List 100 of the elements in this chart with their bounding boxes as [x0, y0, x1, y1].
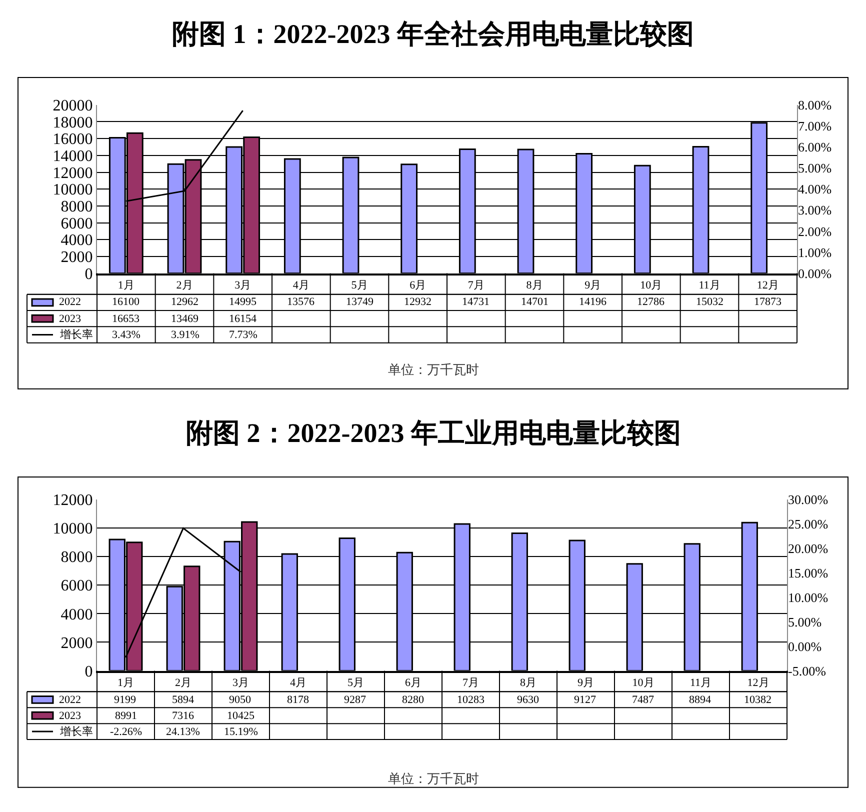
y2-tick-label: 0.00% [788, 638, 822, 654]
data-label: 15.19% [224, 726, 258, 738]
data-label: 12932 [404, 296, 432, 308]
y-tick-label: 0 [84, 663, 93, 680]
y-tick-label: 12000 [52, 492, 93, 510]
data-label: 10283 [457, 694, 485, 706]
legend-label: 增长率 [59, 725, 93, 738]
x-tick-label: 5月 [348, 676, 364, 689]
y2-tick-label: -5.00% [788, 663, 826, 678]
x-tick-label: 1月 [118, 279, 134, 292]
data-label: 17873 [754, 296, 782, 308]
y2-tick-label: 25.00% [788, 516, 828, 532]
data-label: 9127 [574, 694, 596, 706]
x-tick-label: 11月 [690, 676, 712, 689]
data-label: 16100 [112, 296, 140, 308]
data-label: 3.43% [112, 329, 140, 341]
data-label: 9050 [229, 694, 252, 706]
y2-tick-label: 10.00% [788, 590, 828, 605]
data-label: 12786 [637, 296, 665, 308]
x-tick-label: 4月 [290, 676, 306, 689]
y-tick-label: 12000 [52, 164, 93, 182]
data-label: 24.13% [166, 726, 200, 738]
x-tick-label: 10月 [640, 279, 662, 292]
x-tick-label: 8月 [526, 279, 543, 292]
legend-label: 2023 [59, 710, 82, 722]
legend-label: 2022 [59, 694, 81, 706]
data-label: 8894 [689, 694, 712, 706]
data-label: 3.91% [171, 329, 200, 341]
y-tick-label: 0 [84, 266, 93, 283]
x-tick-label: 2月 [175, 676, 192, 689]
data-label: 16154 [229, 313, 257, 325]
data-label: 8991 [115, 710, 137, 722]
x-tick-label: 4月 [292, 279, 310, 292]
y2-tick-label: 6.00% [798, 140, 832, 155]
x-tick-label: 3月 [232, 676, 249, 689]
y2-tick-label: 15.00% [788, 565, 828, 580]
x-tick-label: 7月 [462, 676, 479, 689]
y-tick-label: 2000 [60, 249, 93, 266]
y-tick-label: 20000 [52, 98, 93, 115]
y-tick-label: 10000 [52, 520, 93, 538]
x-tick-label: 12月 [747, 676, 770, 689]
y-tick-label: 6000 [60, 215, 93, 232]
data-label: 9287 [344, 694, 366, 706]
y2-tick-label: 4.00% [798, 182, 832, 197]
y-tick-label: 6000 [60, 578, 93, 595]
data-label: 15032 [696, 296, 724, 308]
x-tick-label: 12月 [756, 279, 779, 292]
y-tick-label: 18000 [52, 114, 93, 132]
x-tick-label: 3月 [234, 279, 252, 292]
data-label: 13469 [171, 313, 199, 325]
y2-tick-label: 3.00% [798, 202, 832, 218]
x-tick-label: 10月 [632, 676, 654, 689]
x-tick-label: 8月 [520, 676, 536, 689]
x-tick-label: 6月 [410, 279, 426, 292]
x-tick-label: 2月 [176, 279, 193, 292]
y-tick-label: 4000 [60, 232, 93, 250]
legend-label: 2022 [59, 296, 81, 308]
x-tick-label: 7月 [468, 279, 484, 292]
data-label: 7487 [632, 694, 654, 706]
y-tick-label: 8000 [60, 549, 93, 566]
y-tick-label: 16000 [52, 131, 93, 148]
legend-label: 2023 [59, 313, 82, 325]
y2-tick-label: 20.00% [788, 540, 828, 556]
x-tick-label: 5月 [351, 279, 368, 292]
data-label: 13749 [346, 296, 374, 308]
x-tick-label: 9月 [578, 676, 594, 689]
chart-title: 附图 1：2022-2023 年全社会用电电量比较图 [172, 19, 694, 49]
data-label: 8280 [402, 694, 424, 706]
text: 单位：万千瓦时 [388, 362, 479, 377]
chart-title: 附图 2：2022-2023 年工业用电电量比较图 [186, 418, 681, 448]
data-label: 9630 [517, 694, 540, 706]
text: 单位：万千瓦时 [388, 771, 479, 786]
data-label: 9199 [114, 694, 136, 706]
y-tick-label: 4000 [60, 606, 93, 624]
y2-tick-label: 0.00% [798, 266, 832, 281]
x-tick-label: 9月 [584, 279, 602, 292]
data-label: 14995 [229, 296, 257, 308]
y2-tick-label: 5.00% [788, 614, 822, 630]
data-label: 14196 [579, 296, 607, 308]
data-label: 10425 [227, 710, 255, 722]
y2-tick-label: 30.00% [788, 492, 828, 508]
data-label: 16653 [112, 313, 140, 325]
y2-tick-label: 1.00% [798, 244, 832, 260]
y-tick-label: 8000 [60, 198, 93, 216]
legend-label: 增长率 [59, 328, 93, 341]
y-tick-label: 10000 [52, 182, 93, 199]
x-tick-label: 1月 [118, 676, 134, 689]
data-label: 14731 [462, 296, 490, 308]
data-label: -2.26% [110, 726, 142, 738]
y2-tick-label: 8.00% [798, 97, 832, 112]
data-label: 14701 [521, 296, 548, 308]
data-label: 10382 [744, 694, 772, 706]
data-label: 5894 [172, 694, 194, 706]
y-tick-label: 2000 [60, 634, 93, 652]
y2-tick-label: 2.00% [798, 224, 832, 239]
data-label: 7316 [172, 710, 194, 722]
x-tick-label: 11月 [698, 279, 720, 292]
y2-tick-label: 7.00% [798, 118, 832, 134]
y-tick-label: 14000 [52, 148, 93, 166]
y2-tick-label: 5.00% [798, 160, 832, 176]
